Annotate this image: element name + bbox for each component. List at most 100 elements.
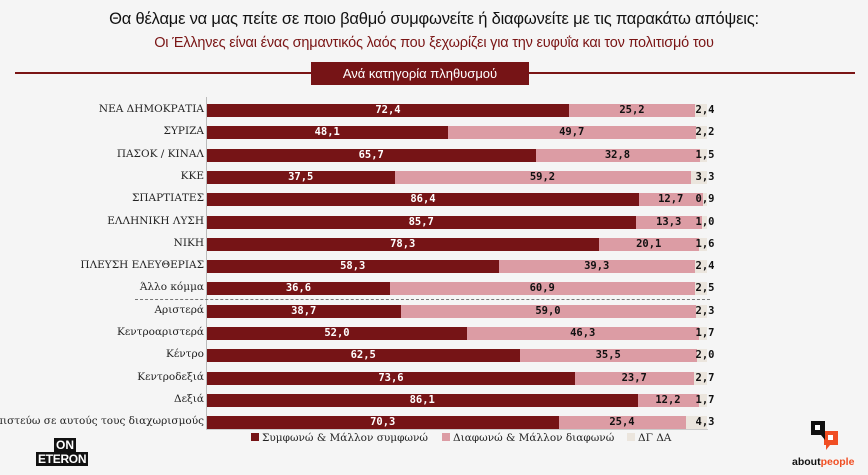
data-label-dkna: 2,5 <box>695 282 715 295</box>
category-label: ΣΥΡΙΖΑ <box>163 125 204 138</box>
bar-agree <box>207 193 639 207</box>
category-label: Δεξιά <box>173 392 204 405</box>
category-label: ΚΚΕ <box>180 169 204 182</box>
category-label: Δεν πιστεύω σε αυτούς τους διαχωρισμούς <box>0 415 204 428</box>
data-label-disagree: 12,7 <box>658 193 684 206</box>
data-label-disagree: 12,2 <box>655 393 681 406</box>
data-label-agree: 48,1 <box>314 126 340 139</box>
bar-dkna <box>702 215 707 229</box>
data-label-agree: 85,7 <box>408 215 434 228</box>
bar-agree <box>207 126 448 140</box>
data-label-disagree: 39,3 <box>584 260 610 273</box>
bar-agree <box>207 104 569 117</box>
bar-agree <box>207 327 467 340</box>
data-label-agree: 72,4 <box>375 104 401 116</box>
aboutpeople-logo-icon <box>811 421 838 450</box>
bar-disagree <box>467 327 699 340</box>
legend-swatch-disagree <box>442 433 450 441</box>
data-label-dkna: 1,6 <box>695 237 715 250</box>
data-label-disagree: 13,3 <box>656 215 682 228</box>
data-label-agree: 86,1 <box>409 393 435 406</box>
category-label: ΕΛΛΗΝΙΚΗ ΛΥΣΗ <box>107 214 204 227</box>
category-label: ΣΠΑΡΤΙΑΤΕΣ <box>131 192 204 205</box>
bar-agree <box>207 416 559 430</box>
bar-disagree <box>558 416 686 430</box>
bar-disagree <box>639 193 703 207</box>
bar-disagree <box>637 393 699 407</box>
data-label-dkna: 3,3 <box>695 170 715 183</box>
data-label-disagree: 32,8 <box>604 148 631 161</box>
data-label-agree: 65,7 <box>358 148 384 161</box>
bar-agree <box>207 393 638 407</box>
bar-agree <box>207 349 520 363</box>
bar-agree <box>207 260 499 274</box>
data-label-agree: 58,3 <box>340 260 366 273</box>
data-label-agree: 70,3 <box>370 416 396 429</box>
bar-dkna <box>702 193 707 207</box>
category-label: ΠΑΣΟΚ / ΚΙΝΑΛ <box>116 147 204 160</box>
category-label: Αριστερά <box>154 303 204 316</box>
bar-dkna <box>690 170 707 184</box>
chart-title: Θα θέλαμε να μας πείτε σε ποιο βαθμό συμ… <box>109 10 759 28</box>
data-label-agree: 38,7 <box>291 304 317 317</box>
aboutpeople-logo-text: aboutpeople <box>792 456 854 468</box>
data-label-agree: 86,4 <box>410 193 436 206</box>
data-label-dkna: 2,4 <box>695 260 715 273</box>
category-label: Κέντρο <box>166 348 204 361</box>
bar-dkna <box>699 148 707 162</box>
data-label-dkna: 0,9 <box>695 193 715 206</box>
data-label-agree: 37,5 <box>288 170 314 183</box>
category-label: ΠΛΕΥΣΗ ΕΛΕΥΘΕΡΙΑΣ <box>80 259 204 272</box>
legend-label-agree: Συμφωνώ & Μάλλον συμφωνώ <box>262 432 428 444</box>
category-label: Κεντροαριστερά <box>116 326 204 338</box>
data-label-dkna: 2,3 <box>695 304 715 317</box>
legend-swatch-dkna <box>627 433 635 441</box>
bar-disagree <box>575 371 694 385</box>
data-label-dkna: 2,0 <box>695 349 715 362</box>
data-label-dkna: 2,4 <box>695 104 715 116</box>
bar-disagree <box>535 148 700 162</box>
bar-agree <box>207 215 636 229</box>
bar-agree <box>207 148 536 162</box>
bar-agree <box>207 282 390 296</box>
bar-agree <box>207 304 401 318</box>
legend-item-agree: Συμφωνώ & Μάλλον συμφωνώ <box>251 432 428 444</box>
data-label-dkna: 1,0 <box>695 215 715 228</box>
bar-dkna <box>695 104 707 117</box>
bar-disagree <box>598 237 699 251</box>
data-label-disagree: 35,5 <box>595 349 621 362</box>
data-label-dkna: 4,3 <box>695 416 715 429</box>
bar-dkna <box>696 126 707 140</box>
data-label-agree: 78,3 <box>390 237 416 250</box>
bar-dkna <box>693 371 707 385</box>
data-label-disagree: 59,0 <box>535 304 561 317</box>
bar-agree <box>207 371 575 385</box>
bar-disagree <box>635 215 702 229</box>
bar-dkna <box>698 393 707 407</box>
data-label-dkna: 1,7 <box>695 393 715 406</box>
data-label-dkna: 2,7 <box>695 371 715 384</box>
bar-disagree <box>447 126 696 140</box>
data-label-disagree: 59,2 <box>529 170 556 183</box>
category-badge: Ανά κατηγορία πληθυσμού <box>311 62 529 85</box>
bar-agree <box>207 237 599 251</box>
bar-dkna <box>695 304 707 318</box>
data-label-dkna: 2,2 <box>695 126 715 139</box>
legend-label-dkna: ΔΓ ΔΑ <box>638 432 672 444</box>
data-label-agree: 52,0 <box>324 327 350 339</box>
bar-dkna <box>695 260 707 274</box>
data-label-disagree: 23,7 <box>621 371 647 384</box>
bar-disagree <box>519 349 697 363</box>
bar-dkna <box>694 282 707 296</box>
bar-agree <box>207 170 395 184</box>
category-label: Άλλο κόμμα <box>139 281 204 294</box>
data-label-disagree: 60,9 <box>529 282 555 295</box>
logo-people: people <box>820 456 855 468</box>
logo-eteron-text: ETERON <box>36 452 89 466</box>
data-label-disagree: 20,1 <box>636 237 662 250</box>
bar-disagree <box>390 282 695 296</box>
data-label-agree: 36,6 <box>285 282 312 295</box>
category-label: ΝΕΑ ΔΗΜΟΚΡΑΤΙΑ <box>98 103 204 115</box>
legend-item-disagree: Διαφωνώ & Μάλλον διαφωνώ <box>442 432 614 444</box>
logo-about: about <box>792 456 821 468</box>
